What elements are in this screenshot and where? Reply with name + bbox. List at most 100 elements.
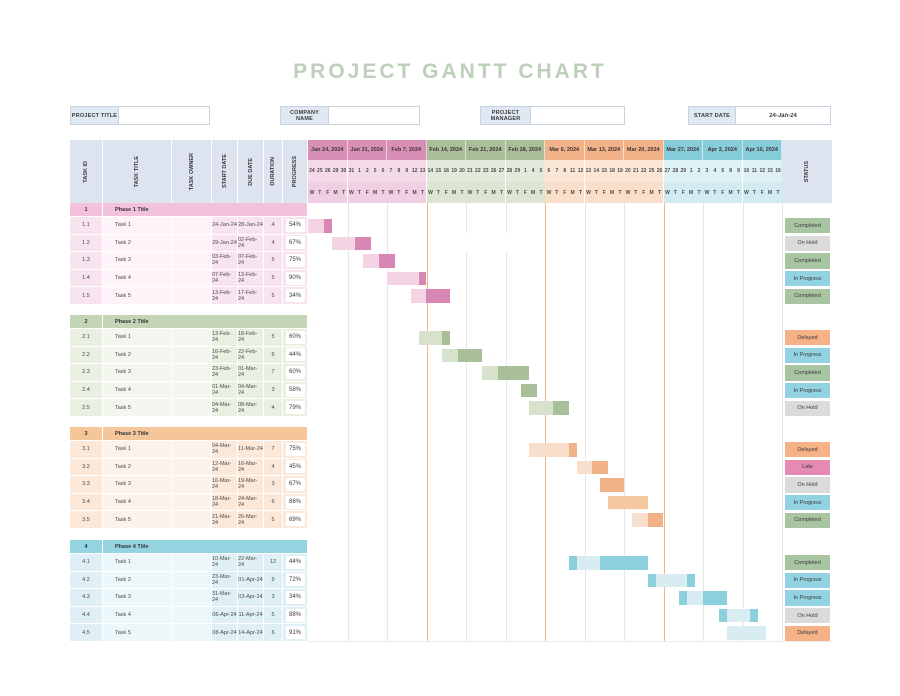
column-header-progress: PROGRESS — [283, 140, 308, 203]
task-title-cell: Task 1 — [103, 441, 172, 459]
day-number-cell: 7 — [387, 160, 395, 182]
day-letter-cell: W — [505, 182, 514, 203]
week-header-label: Feb 28, 2024 — [508, 147, 542, 153]
task-duration-cell: 3 — [264, 476, 283, 494]
task-due-date-cell: 11-Apr-24 — [238, 606, 264, 625]
gantt-bar-segment-light — [331, 236, 356, 251]
gantt-bar — [418, 331, 451, 345]
day-number-cell: 28 — [505, 160, 514, 182]
task-id-cell: 2.2 — [70, 346, 103, 365]
day-letter-cell: T — [671, 182, 680, 203]
week-header-label: Feb 21, 2024 — [468, 147, 502, 153]
task-id-cell: 2.5 — [70, 399, 103, 417]
project-title-input[interactable] — [119, 107, 209, 124]
project-manager-input[interactable] — [531, 107, 624, 124]
day-number-cell: 20 — [624, 160, 632, 182]
day-letter-cell: T — [631, 182, 640, 203]
week-header: Feb 28, 2024 — [505, 140, 545, 160]
day-letter-cell: W — [742, 182, 751, 203]
day-letter-cell: T — [497, 182, 506, 203]
task-start-date-cell: 31-Mar-24 — [212, 589, 238, 607]
day-number-cell: 15 — [766, 160, 775, 182]
project-manager-label: PROJECT MANAGER — [481, 107, 531, 124]
gantt-bar — [529, 443, 577, 457]
status-badge: Completed — [785, 218, 830, 234]
day-letter-cell: T — [750, 182, 759, 203]
gantt-bar-segment-dark — [568, 556, 577, 570]
day-number-cell: 10 — [742, 160, 751, 182]
project-title-field-group: PROJECT TITLE — [70, 106, 210, 125]
project-title-label: PROJECT TITLE — [71, 107, 119, 124]
day-number-cell: 13 — [584, 160, 593, 182]
day-letter-cell: W — [466, 182, 474, 203]
task-start-date-cell: 04-Mar-24 — [212, 441, 238, 459]
gantt-bar-segment-light — [576, 460, 593, 475]
task-title-cell: Task 2 — [103, 234, 172, 253]
gantt-bar-segment-dark — [426, 289, 451, 303]
gantt-bar — [529, 401, 569, 415]
task-id-cell: 1.5 — [70, 287, 103, 305]
progress-value-box: 44% — [285, 348, 305, 362]
gantt-bar-segment-dark — [418, 271, 427, 286]
chart-bottom-border — [70, 641, 832, 642]
day-letter-cell: M — [568, 182, 577, 203]
task-id-cell: 3.4 — [70, 493, 103, 512]
week-header-label: Feb 7, 2024 — [391, 147, 422, 153]
start-date-input[interactable] — [736, 107, 830, 124]
week-header: Mar 6, 2024 — [545, 140, 585, 160]
progress-value-box: 69% — [285, 513, 305, 527]
task-progress-cell: 45% — [283, 458, 308, 477]
day-number-cell: 27 — [663, 160, 672, 182]
task-id-cell: 1.1 — [70, 217, 103, 235]
task-progress-cell: 69% — [283, 511, 308, 529]
day-letter-cell: W — [663, 182, 672, 203]
day-letter-cell: M — [608, 182, 617, 203]
phase-title-cell: Phase 2 Title — [103, 315, 308, 329]
week-header: Feb 7, 2024 — [387, 140, 427, 160]
week-header-label: Apr 10, 2024 — [745, 147, 778, 153]
task-title-cell: Task 2 — [103, 346, 172, 365]
task-owner-cell — [172, 458, 212, 477]
company-name-label: COMPANY NAME — [281, 107, 329, 124]
task-duration-cell: 4 — [264, 458, 283, 477]
day-number-cell: 14 — [426, 160, 435, 182]
week-gridline — [466, 203, 467, 641]
day-number-cell: 19 — [450, 160, 459, 182]
project-manager-field-group: PROJECT MANAGER — [480, 106, 625, 125]
day-letter-cell: T — [434, 182, 443, 203]
day-letter-cell: F — [363, 182, 372, 203]
day-number-cell: 14 — [592, 160, 601, 182]
task-id-cell: 4.5 — [70, 624, 103, 642]
gantt-bar-segment-light — [726, 608, 751, 623]
section-divider-line — [426, 203, 428, 641]
task-progress-cell: 72% — [283, 571, 308, 590]
task-id-cell: 3.5 — [70, 511, 103, 529]
task-start-date-cell: 10-Mar-24 — [212, 554, 238, 572]
task-id-cell: 2.1 — [70, 329, 103, 347]
task-owner-cell — [172, 252, 212, 270]
day-number-cell: 26 — [323, 160, 332, 182]
task-owner-cell — [172, 399, 212, 417]
task-owner-cell — [172, 606, 212, 625]
task-due-date-cell: 03-Apr-24 — [238, 589, 264, 607]
company-name-input[interactable] — [329, 107, 419, 124]
gantt-bar-segment-light — [529, 401, 553, 415]
day-number-cell: 8 — [394, 160, 403, 182]
day-number-cell: 13 — [418, 160, 427, 182]
task-progress-cell: 58% — [283, 381, 308, 400]
gantt-bar — [631, 513, 664, 527]
day-letter-cell: M — [647, 182, 656, 203]
gantt-bar-segment-light — [387, 271, 419, 286]
gantt-bar-segment-dark — [552, 401, 569, 415]
task-duration-cell: 7 — [264, 441, 283, 459]
gantt-bar — [576, 460, 609, 475]
week-header: Mar 13, 2024 — [584, 140, 624, 160]
day-letter-cell: M — [726, 182, 735, 203]
day-letter-cell: M — [687, 182, 696, 203]
day-letter-cell: F — [481, 182, 490, 203]
day-letter-cell: F — [600, 182, 609, 203]
status-badge: On Hold — [785, 477, 830, 493]
task-title-cell: Task 3 — [103, 364, 172, 382]
task-title-cell: Task 5 — [103, 624, 172, 642]
